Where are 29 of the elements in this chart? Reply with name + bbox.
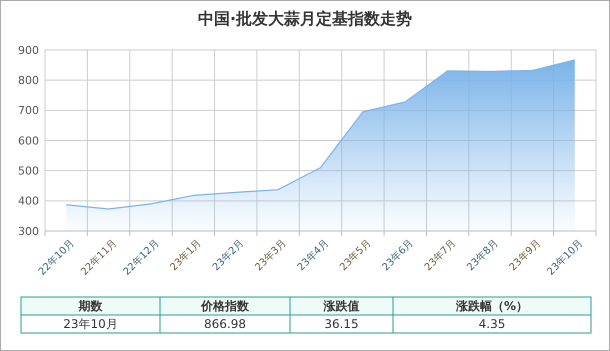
- x-tick-label: 22年12月: [120, 237, 162, 278]
- text: 36.15: [324, 317, 359, 332]
- x-tick-label: 23年2月: [210, 237, 246, 274]
- x-tick-label: 23年5月: [337, 237, 374, 274]
- y-tick-label: 700: [18, 104, 39, 118]
- x-tick-label: 23年10月: [544, 237, 586, 278]
- chart-title: 中国·批发大蒜月定基指数走势: [198, 9, 412, 28]
- x-tick-label: 23年8月: [464, 237, 501, 274]
- y-tick-label: 900: [18, 44, 39, 57]
- text: 涨跌值: [322, 299, 360, 314]
- x-tick-label: 23年6月: [380, 237, 416, 274]
- y-tick-label: 800: [18, 74, 39, 88]
- text: 4.35: [478, 317, 506, 332]
- text: 866.98: [204, 317, 246, 332]
- text: 价格指数: [200, 299, 250, 314]
- x-tick-label: 23年4月: [294, 237, 332, 274]
- y-tick-label: 400: [18, 194, 39, 208]
- x-tick-label: 23年7月: [422, 237, 458, 274]
- text: 涨跌幅（%）: [454, 299, 528, 314]
- y-tick-label: 300: [18, 224, 39, 238]
- x-tick-label: 22年11月: [78, 237, 120, 278]
- y-tick-label: 500: [18, 164, 39, 178]
- text: 期数: [78, 299, 104, 314]
- x-tick-label: 22年10月: [36, 237, 77, 278]
- x-tick-label: 23年1月: [168, 237, 204, 274]
- x-tick-label: 23年9月: [506, 237, 544, 274]
- x-tick-label: 23年3月: [252, 237, 289, 274]
- y-tick-label: 600: [18, 134, 39, 148]
- text: 23年10月: [63, 317, 118, 332]
